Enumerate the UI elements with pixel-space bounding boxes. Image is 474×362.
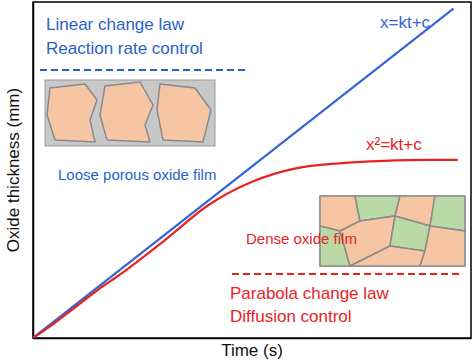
annotation: Diffusion control — [230, 307, 352, 326]
separator — [232, 273, 462, 275]
grain — [47, 84, 97, 142]
annotation: Parabola change law — [230, 284, 390, 303]
series-label: x²=kt+c — [366, 135, 422, 154]
grain — [157, 84, 211, 142]
axis-line — [34, 338, 472, 340]
annotation: Reaction rate control — [46, 39, 203, 58]
loose-grains — [45, 80, 215, 146]
grain — [420, 226, 465, 266]
y-axis-title: Oxide thickness (mm) — [4, 88, 23, 252]
annotation: Dense oxide film — [246, 230, 357, 247]
y-axis — [33, 3, 34, 339]
series-line — [33, 9, 453, 338]
x-axis — [34, 338, 472, 339]
plot-area — [33, 9, 458, 338]
chart: Time (s) Oxide thickness (mm) x=kt+c x²=kt+… — [0, 0, 474, 362]
series-line — [33, 160, 458, 338]
annotation: Linear change law — [46, 15, 185, 34]
series-label: x=kt+c — [380, 13, 431, 32]
grain-background — [45, 80, 215, 146]
grain — [390, 216, 430, 251]
annotation: Loose porous oxide film — [58, 166, 216, 183]
grain — [350, 246, 425, 266]
grain — [430, 196, 465, 231]
x-axis-title: Time (s) — [221, 341, 283, 360]
axis-line — [33, 3, 35, 339]
plot-frame — [33, 2, 471, 338]
grain — [100, 82, 153, 142]
separator — [40, 69, 245, 71]
